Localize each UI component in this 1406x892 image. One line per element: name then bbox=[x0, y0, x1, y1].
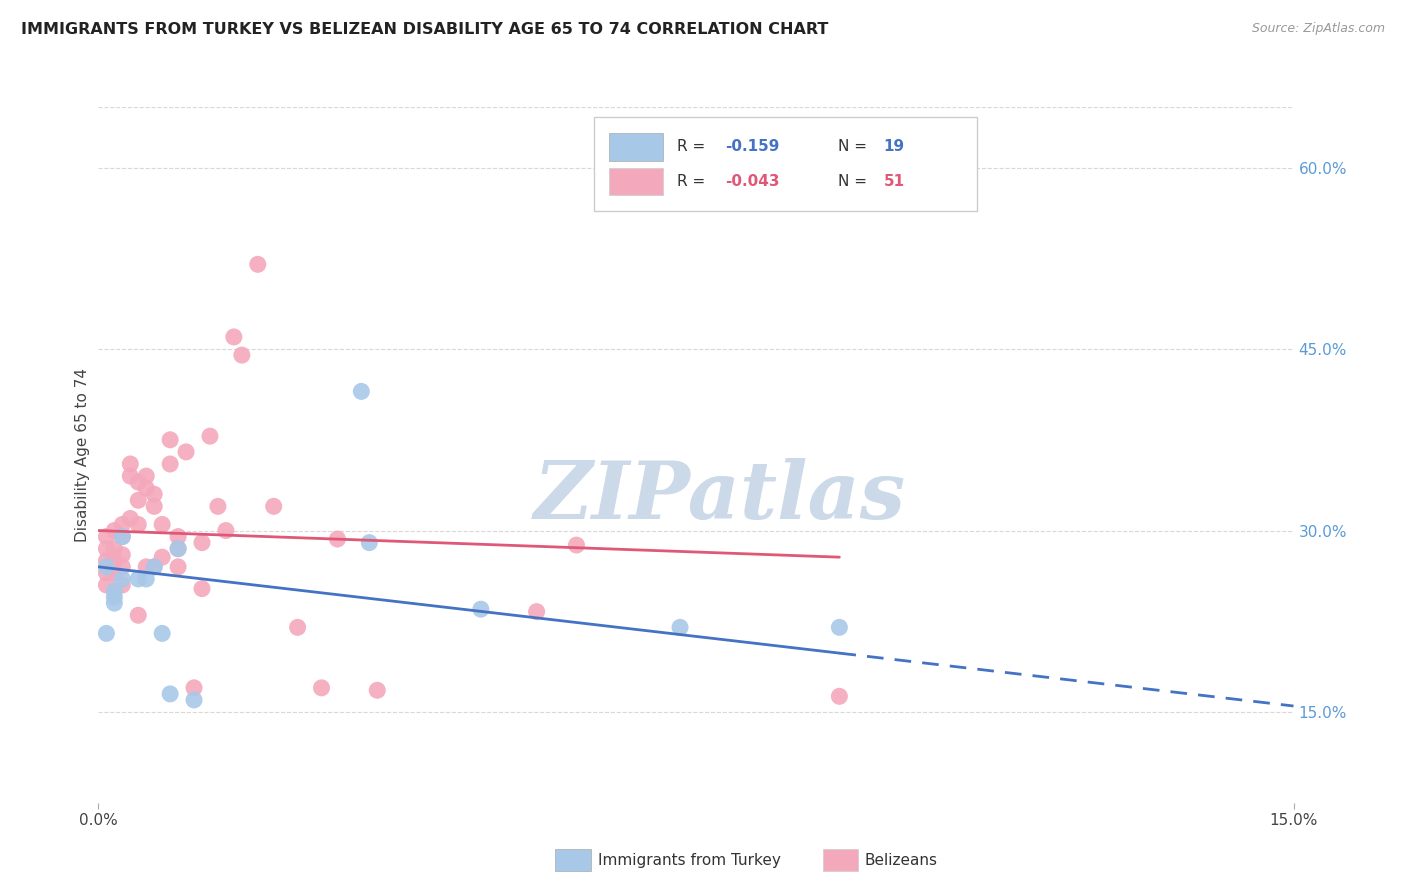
Point bbox=[350, 384, 373, 399]
Point bbox=[143, 559, 166, 574]
Point bbox=[207, 500, 229, 514]
Text: Immigrants from Turkey: Immigrants from Turkey bbox=[598, 854, 780, 868]
Point bbox=[103, 596, 125, 610]
Point bbox=[159, 457, 181, 471]
Point bbox=[111, 572, 134, 586]
Point bbox=[143, 559, 166, 574]
Point bbox=[828, 620, 851, 634]
Point bbox=[96, 626, 118, 640]
Point bbox=[167, 541, 190, 556]
Point bbox=[96, 530, 118, 544]
Point bbox=[103, 584, 125, 599]
Point bbox=[526, 605, 548, 619]
Point bbox=[159, 433, 181, 447]
Point bbox=[183, 693, 205, 707]
FancyBboxPatch shape bbox=[609, 168, 662, 195]
Point bbox=[96, 559, 118, 574]
Text: 19: 19 bbox=[883, 139, 904, 154]
Text: Belizeans: Belizeans bbox=[865, 854, 938, 868]
Point bbox=[135, 572, 157, 586]
Point bbox=[311, 681, 333, 695]
Point bbox=[111, 530, 134, 544]
FancyBboxPatch shape bbox=[609, 133, 662, 161]
FancyBboxPatch shape bbox=[595, 118, 977, 211]
Point bbox=[159, 687, 181, 701]
Point bbox=[191, 582, 214, 596]
Text: R =: R = bbox=[676, 174, 710, 189]
Text: IMMIGRANTS FROM TURKEY VS BELIZEAN DISABILITY AGE 65 TO 74 CORRELATION CHART: IMMIGRANTS FROM TURKEY VS BELIZEAN DISAB… bbox=[21, 22, 828, 37]
Point bbox=[96, 554, 118, 568]
Point bbox=[366, 683, 388, 698]
Point bbox=[135, 559, 157, 574]
Text: -0.043: -0.043 bbox=[724, 174, 779, 189]
Point bbox=[287, 620, 309, 634]
Text: 51: 51 bbox=[883, 174, 904, 189]
Point bbox=[127, 475, 149, 490]
Text: N =: N = bbox=[838, 174, 872, 189]
Point bbox=[222, 330, 245, 344]
Point bbox=[103, 541, 125, 556]
Point bbox=[96, 541, 118, 556]
Text: R =: R = bbox=[676, 139, 710, 154]
Point bbox=[215, 524, 238, 538]
Point bbox=[103, 554, 125, 568]
Point bbox=[150, 626, 173, 640]
Point bbox=[470, 602, 492, 616]
Point bbox=[135, 469, 157, 483]
Point bbox=[120, 511, 142, 525]
Point bbox=[167, 541, 190, 556]
Point bbox=[127, 493, 149, 508]
Point bbox=[111, 578, 134, 592]
Point bbox=[143, 487, 166, 501]
Point bbox=[167, 530, 190, 544]
Point bbox=[96, 566, 118, 580]
Point bbox=[111, 548, 134, 562]
Text: N =: N = bbox=[838, 139, 872, 154]
Point bbox=[565, 538, 588, 552]
Point bbox=[127, 572, 149, 586]
Point bbox=[120, 469, 142, 483]
Point bbox=[111, 530, 134, 544]
Point bbox=[326, 532, 349, 546]
Point bbox=[111, 559, 134, 574]
Point bbox=[127, 608, 149, 623]
Point bbox=[828, 690, 851, 704]
Point bbox=[120, 457, 142, 471]
Point bbox=[150, 517, 173, 532]
Point bbox=[143, 500, 166, 514]
Point bbox=[103, 566, 125, 580]
Point bbox=[96, 578, 118, 592]
Y-axis label: Disability Age 65 to 74: Disability Age 65 to 74 bbox=[75, 368, 90, 542]
Text: Source: ZipAtlas.com: Source: ZipAtlas.com bbox=[1251, 22, 1385, 36]
Point bbox=[111, 517, 134, 532]
Point bbox=[174, 445, 197, 459]
Point bbox=[263, 500, 285, 514]
Point bbox=[183, 681, 205, 695]
Point bbox=[167, 559, 190, 574]
Point bbox=[191, 535, 214, 549]
Text: -0.159: -0.159 bbox=[724, 139, 779, 154]
Point bbox=[231, 348, 253, 362]
Point bbox=[103, 524, 125, 538]
Point bbox=[198, 429, 221, 443]
Point bbox=[359, 535, 381, 549]
Point bbox=[103, 590, 125, 604]
Point bbox=[135, 481, 157, 495]
Point bbox=[127, 517, 149, 532]
Point bbox=[150, 550, 173, 565]
Text: ZIPatlas: ZIPatlas bbox=[534, 458, 905, 535]
Point bbox=[669, 620, 692, 634]
Point bbox=[246, 257, 269, 271]
